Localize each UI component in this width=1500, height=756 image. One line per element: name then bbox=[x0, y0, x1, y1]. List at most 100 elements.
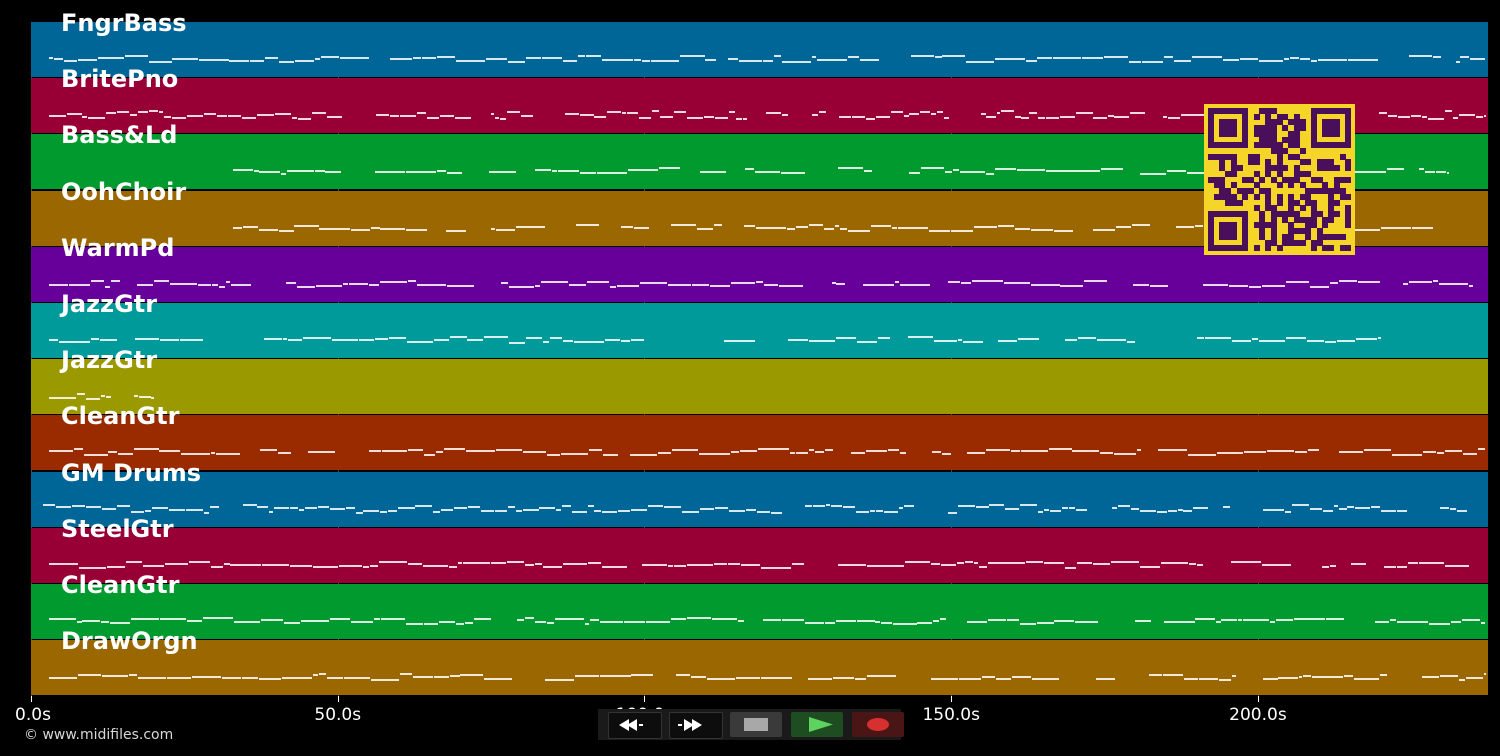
note bbox=[344, 677, 370, 680]
note bbox=[945, 171, 953, 174]
note bbox=[286, 170, 314, 173]
note bbox=[562, 60, 578, 62]
qr-module bbox=[1225, 130, 1232, 137]
note bbox=[1150, 284, 1168, 287]
note bbox=[1294, 451, 1307, 454]
note bbox=[919, 111, 931, 114]
qr-module bbox=[1322, 188, 1329, 195]
note bbox=[1433, 56, 1441, 58]
note bbox=[138, 111, 149, 114]
note bbox=[1411, 226, 1433, 229]
track-label: DrawOrgn bbox=[61, 627, 198, 656]
note bbox=[500, 118, 507, 121]
note bbox=[642, 563, 668, 566]
note bbox=[854, 678, 867, 681]
note bbox=[808, 223, 824, 226]
qr-module bbox=[1259, 210, 1266, 217]
note bbox=[835, 620, 857, 622]
qr-module bbox=[1310, 188, 1317, 195]
note-area bbox=[31, 134, 1488, 189]
note bbox=[1101, 168, 1124, 171]
note bbox=[1188, 562, 1197, 565]
qr-module bbox=[1225, 245, 1232, 252]
note bbox=[104, 285, 110, 288]
qr-module bbox=[1305, 170, 1312, 177]
note bbox=[160, 618, 186, 620]
track-lane bbox=[31, 584, 1488, 639]
note bbox=[197, 283, 211, 286]
note bbox=[642, 60, 650, 62]
note bbox=[714, 117, 729, 120]
note bbox=[796, 225, 808, 228]
note bbox=[1003, 281, 1030, 284]
qr-module bbox=[1230, 153, 1237, 160]
record-icon bbox=[867, 718, 889, 731]
qr-module bbox=[1225, 228, 1232, 235]
note bbox=[862, 283, 894, 286]
note bbox=[1161, 561, 1188, 564]
note bbox=[639, 281, 668, 284]
note bbox=[1419, 168, 1425, 171]
qr-module bbox=[1316, 210, 1323, 217]
track-lane bbox=[31, 527, 1488, 583]
note bbox=[770, 511, 782, 514]
note bbox=[448, 565, 457, 568]
note bbox=[1243, 619, 1269, 621]
note bbox=[1037, 57, 1053, 59]
note bbox=[982, 676, 996, 679]
note bbox=[257, 505, 269, 508]
note bbox=[297, 118, 312, 121]
note bbox=[204, 511, 210, 514]
note bbox=[562, 340, 574, 342]
note bbox=[1377, 337, 1381, 339]
play-button[interactable] bbox=[791, 712, 843, 737]
note bbox=[455, 117, 471, 120]
qr-module bbox=[1219, 228, 1226, 235]
qr-module bbox=[1253, 193, 1260, 200]
note bbox=[427, 117, 439, 120]
qr-module bbox=[1270, 222, 1277, 229]
qr-module bbox=[1339, 233, 1346, 240]
note bbox=[1284, 510, 1292, 513]
note bbox=[261, 619, 284, 621]
note bbox=[1203, 283, 1229, 286]
note bbox=[130, 618, 160, 620]
note bbox=[436, 451, 443, 454]
qr-module bbox=[1282, 210, 1289, 217]
note bbox=[129, 114, 138, 117]
stop-button[interactable] bbox=[730, 712, 782, 737]
note bbox=[438, 621, 456, 623]
qr-module bbox=[1225, 170, 1232, 177]
track-lane bbox=[31, 640, 1488, 696]
note bbox=[49, 57, 54, 59]
note bbox=[550, 337, 562, 339]
note bbox=[506, 560, 525, 563]
rewind-button[interactable] bbox=[608, 712, 662, 739]
note bbox=[399, 673, 412, 676]
note bbox=[381, 450, 408, 453]
note bbox=[43, 503, 56, 506]
note-area bbox=[31, 528, 1488, 583]
qr-module bbox=[1225, 193, 1232, 200]
note bbox=[812, 114, 818, 117]
note bbox=[406, 171, 436, 174]
note bbox=[378, 560, 408, 563]
note bbox=[894, 280, 900, 283]
note bbox=[971, 279, 1003, 282]
qr-module bbox=[1225, 233, 1232, 240]
note bbox=[481, 509, 494, 512]
note bbox=[544, 679, 575, 682]
note-area bbox=[31, 303, 1488, 358]
note bbox=[1017, 338, 1039, 340]
note bbox=[374, 171, 406, 174]
qr-module bbox=[1288, 182, 1295, 189]
note bbox=[105, 396, 112, 399]
fast-forward-button[interactable] bbox=[669, 712, 723, 739]
qr-module bbox=[1310, 210, 1317, 217]
qr-module bbox=[1288, 199, 1295, 206]
note bbox=[1221, 619, 1237, 621]
note bbox=[857, 620, 875, 622]
qr-module bbox=[1230, 199, 1237, 206]
record-button[interactable] bbox=[852, 712, 904, 737]
note bbox=[639, 117, 652, 120]
